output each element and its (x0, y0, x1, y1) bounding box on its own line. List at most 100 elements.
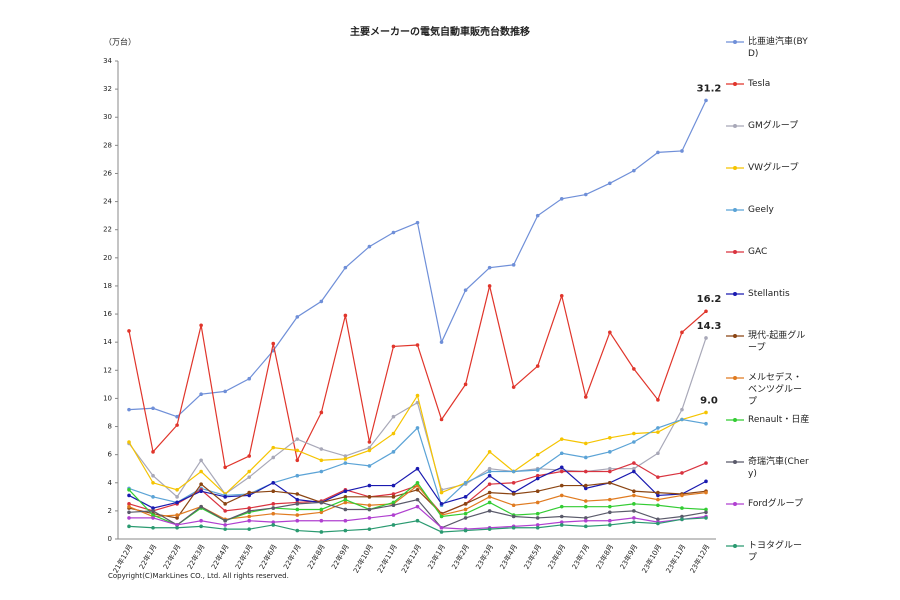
x-tick-label: 23年2月 (450, 543, 471, 571)
data-point (463, 495, 468, 499)
data-point (583, 499, 588, 503)
x-tick-label: 23年10月 (640, 543, 664, 575)
data-point (391, 523, 396, 527)
x-tick-label: 23年8月 (594, 543, 615, 571)
data-point (319, 447, 324, 451)
data-point (608, 504, 612, 509)
data-point (343, 500, 348, 505)
data-point (343, 495, 348, 499)
x-tick-label: 22年8月 (305, 543, 326, 571)
data-point (704, 490, 708, 495)
legend-icon (726, 250, 744, 254)
copyright: Copyright(C)MarkLines CO., Ltd. All righ… (108, 572, 289, 580)
data-point (463, 511, 468, 516)
data-point (487, 469, 492, 474)
data-point (583, 395, 588, 399)
data-point (656, 521, 660, 526)
data-point (463, 507, 468, 512)
data-point (439, 530, 444, 534)
data-point (295, 448, 300, 453)
data-point (656, 493, 660, 498)
data-point (559, 504, 564, 509)
x-tick-label: 22年9月 (329, 543, 350, 571)
data-point (704, 336, 708, 340)
data-point (559, 483, 564, 488)
data-point (271, 455, 276, 460)
y-tick-label: 2 (108, 507, 112, 515)
series-line (128, 337, 707, 498)
data-point (175, 495, 179, 499)
data-point (704, 507, 708, 512)
data-point (415, 487, 420, 492)
data-point (632, 509, 636, 513)
data-point (632, 367, 636, 371)
data-point (608, 450, 612, 454)
legend-swatch-dot (733, 292, 737, 296)
series-line (128, 100, 707, 418)
data-point (127, 510, 131, 515)
legend-item: GMグループ (726, 120, 896, 132)
data-point (247, 376, 252, 381)
data-point (127, 493, 131, 498)
data-point (175, 423, 179, 427)
data-point (656, 475, 660, 479)
data-point (680, 407, 684, 412)
legend-label: Renault・日産 (748, 415, 810, 425)
data-point (415, 504, 420, 509)
legend-label: 比亜迪汽車(BYD) (748, 37, 808, 59)
data-point (175, 525, 179, 530)
data-point (680, 471, 684, 475)
data-point (415, 400, 420, 405)
y-tick-label: 24 (103, 198, 112, 206)
data-point (343, 265, 348, 270)
data-point (343, 461, 348, 465)
legend-icon (726, 292, 744, 296)
data-point (127, 329, 131, 333)
series-line (129, 505, 707, 530)
legend-label: トヨタグループ (748, 541, 803, 563)
y-tick-label: 28 (103, 141, 112, 149)
data-point (223, 523, 227, 527)
data-point (199, 524, 203, 529)
data-point (415, 393, 420, 398)
x-tick-label: 22年5月 (233, 543, 254, 571)
data-point (583, 524, 588, 529)
y-tick-label: 10 (103, 394, 112, 402)
x-tick-label: 21年12月 (111, 543, 135, 575)
data-point (199, 504, 203, 509)
data-point (319, 458, 324, 463)
data-point (704, 479, 708, 484)
data-point (535, 511, 540, 516)
data-point (367, 244, 372, 249)
data-point (223, 509, 227, 513)
data-point (343, 313, 348, 318)
data-point (535, 523, 540, 527)
data-point (559, 493, 564, 498)
data-point (632, 461, 636, 465)
data-point (175, 500, 179, 505)
legend-icon (726, 82, 744, 86)
data-point (608, 181, 612, 186)
data-point (343, 528, 348, 533)
data-point (367, 495, 372, 499)
data-point (511, 503, 516, 508)
data-point (127, 502, 131, 506)
x-tick-label: 22年6月 (257, 543, 278, 571)
data-point (463, 516, 468, 520)
data-point (559, 196, 564, 201)
data-point (319, 530, 324, 534)
data-point (608, 518, 612, 523)
data-point (656, 503, 660, 508)
data-point (439, 525, 444, 530)
data-point (704, 410, 708, 415)
data-point (608, 523, 612, 527)
data-point (343, 457, 348, 461)
x-tick-label: 23年12月 (688, 543, 712, 575)
legend-swatch-dot (733, 418, 737, 422)
data-point (175, 516, 179, 520)
data-point (391, 513, 396, 517)
data-point (608, 466, 612, 471)
x-tick-label: 22年11月 (375, 543, 399, 575)
